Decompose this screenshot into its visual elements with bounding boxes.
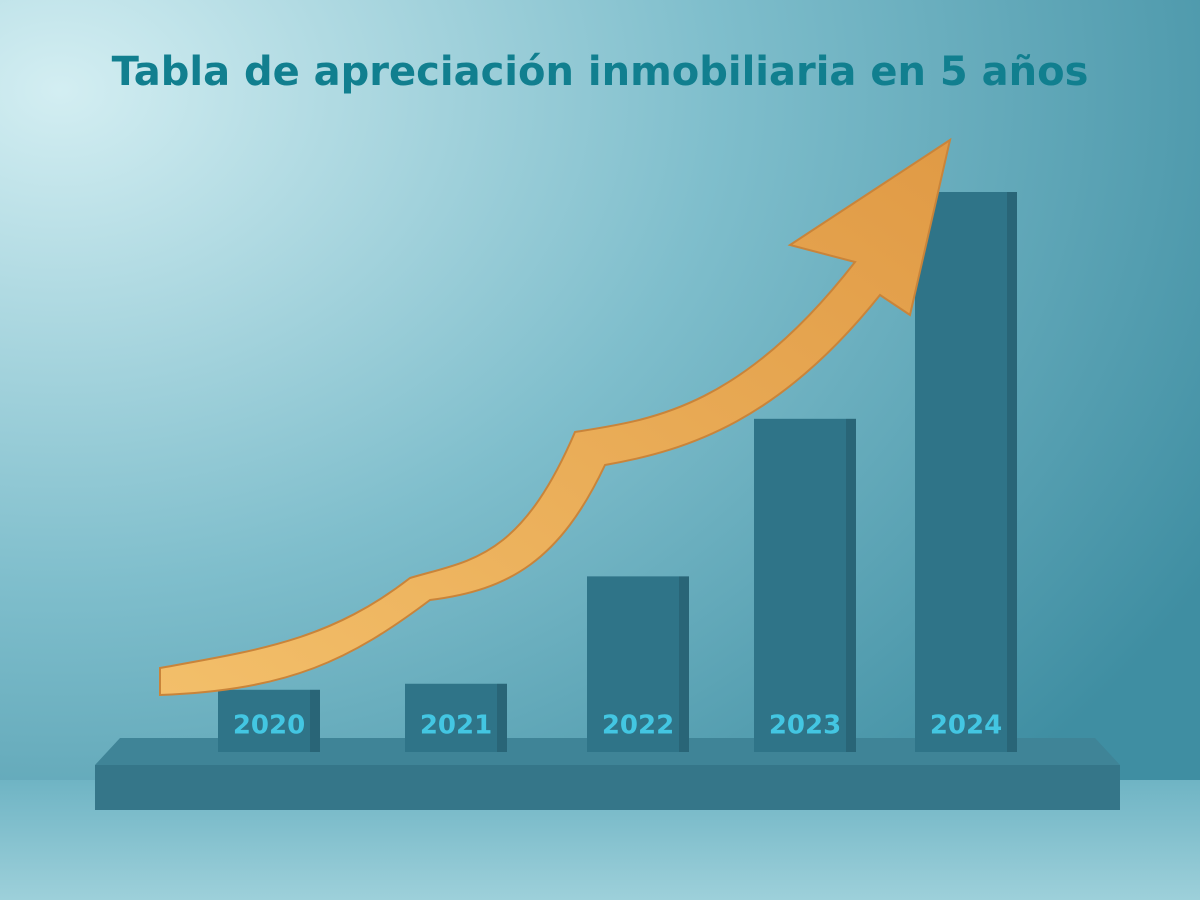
bar-shade [497,683,507,752]
bar-shade [679,576,689,752]
bar-shade [846,418,856,752]
bar-group: 2020 2021 2022 2023 2024 [218,192,1017,752]
bar [218,689,320,752]
bar-shade [310,689,320,752]
x-tick-label: 2023 [769,711,841,741]
platform-front [95,765,1120,810]
x-tick-label: 2024 [930,711,1002,741]
bar [405,683,507,752]
bar-shade [1007,192,1017,752]
x-tick-label: 2022 [602,711,674,741]
chart-title: Tabla de apreciación inmobiliaria en 5 a… [112,49,1089,95]
trend-arrow [159,137,952,697]
bar [915,192,1017,752]
x-tick-label: 2021 [420,711,492,741]
bar [587,576,689,752]
bar [754,418,856,752]
x-tick-label: 2020 [233,711,305,741]
